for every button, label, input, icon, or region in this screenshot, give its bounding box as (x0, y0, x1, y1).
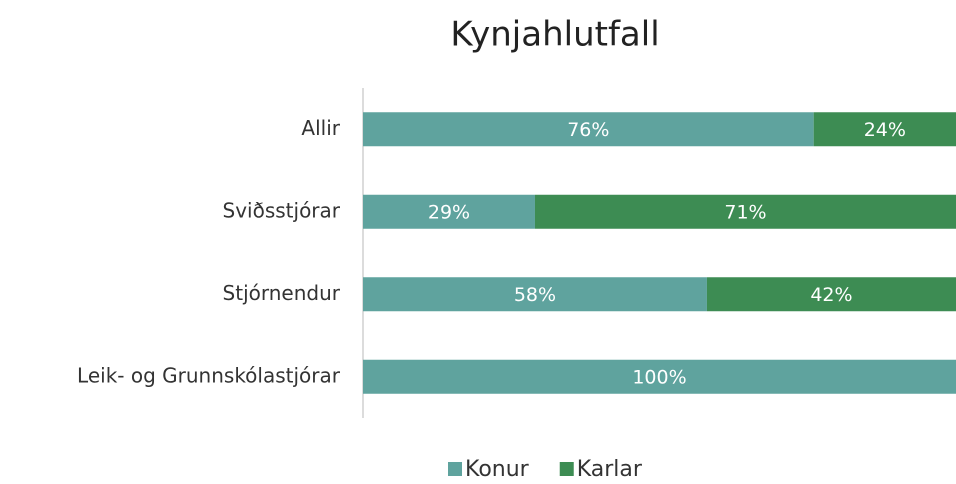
data-label: 76% (567, 119, 609, 141)
bar-segment (813, 112, 956, 147)
data-label: 71% (724, 201, 766, 223)
data-label: 24% (864, 119, 906, 141)
data-label: 58% (514, 284, 556, 306)
chart-title: Kynjahlutfall (450, 15, 659, 55)
data-label: 29% (428, 201, 470, 223)
y-tick-label: Leik- og Grunnskólastjórar (77, 363, 341, 387)
legend-swatch (448, 462, 462, 476)
bar-segment (363, 359, 956, 394)
bar-segment (363, 112, 814, 147)
y-tick-label: Stjórnendur (223, 281, 341, 305)
y-tick-label: Sviðsstjórar (223, 198, 341, 222)
bar-segment (363, 194, 535, 229)
legend-label: Konur (465, 457, 530, 482)
bar-segment (706, 277, 956, 312)
bar-segment (534, 194, 956, 229)
data-label: 42% (810, 284, 852, 306)
y-tick-label: Allir (301, 116, 340, 140)
bar-segment (363, 277, 707, 312)
data-label: 100% (632, 366, 686, 388)
legend-swatch (559, 462, 574, 476)
legend-label: Karlar (577, 457, 643, 482)
